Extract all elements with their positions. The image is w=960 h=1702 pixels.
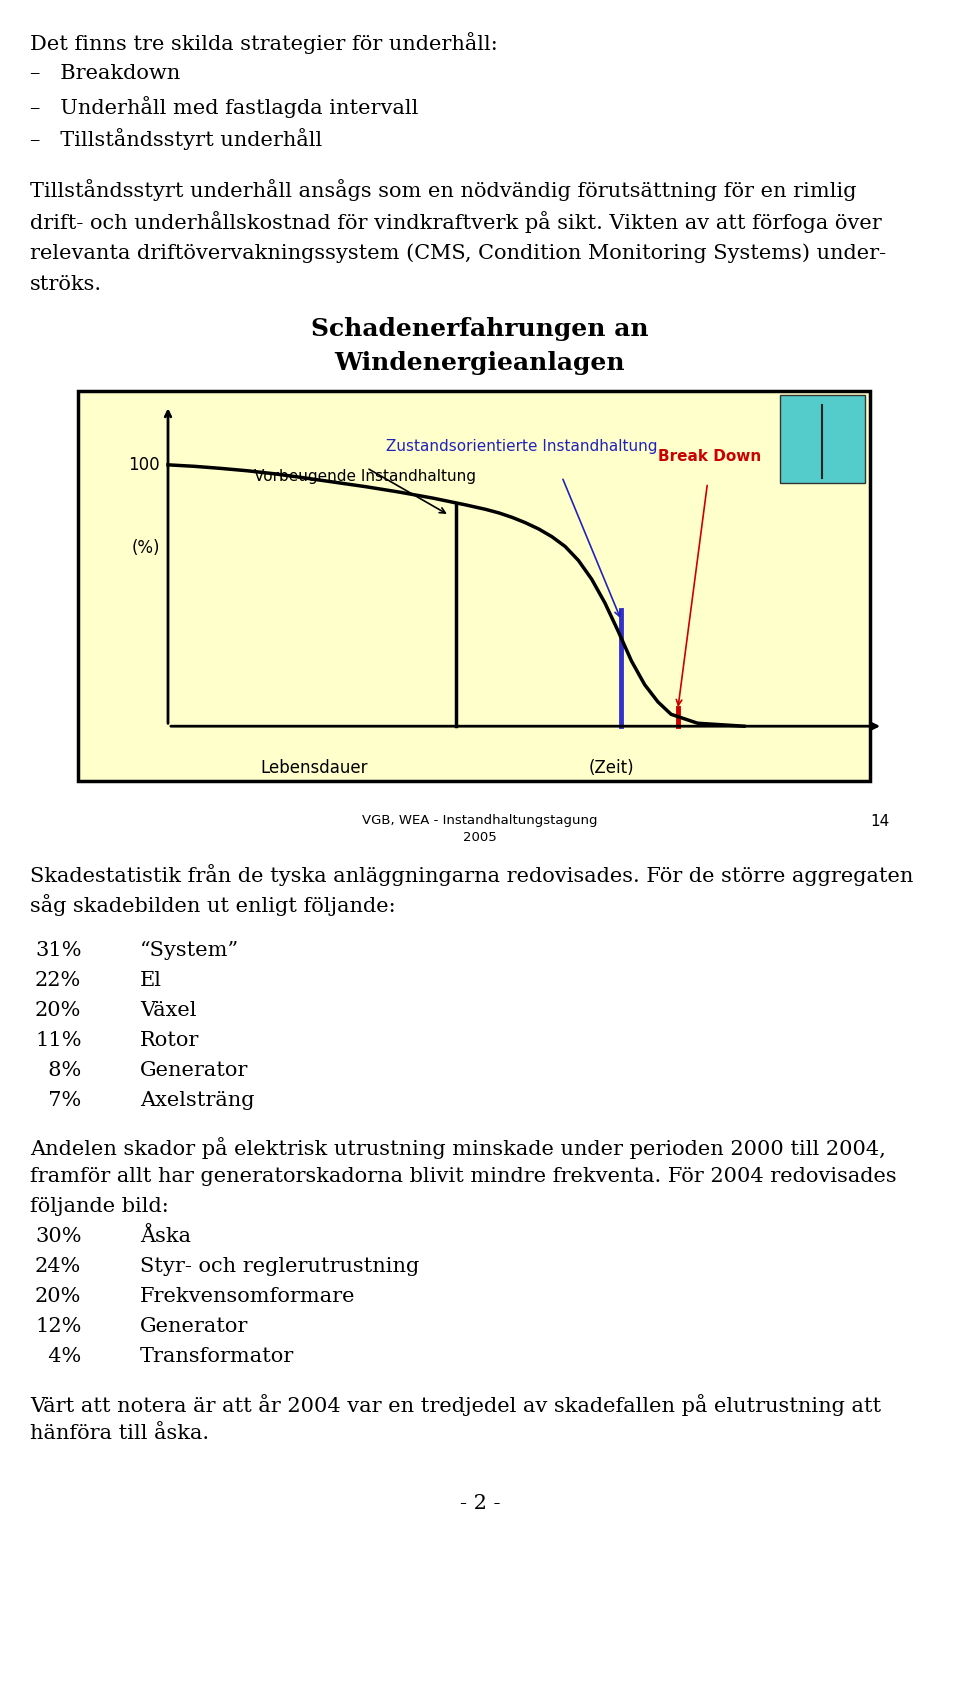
Text: Andelen skador på elektrisk utrustning minskade under perioden 2000 till 2004,: Andelen skador på elektrisk utrustning m…: [30, 1137, 886, 1159]
Text: 20%: 20%: [35, 1287, 82, 1305]
Text: 12%: 12%: [35, 1317, 82, 1336]
Text: (Zeit): (Zeit): [588, 759, 635, 776]
Text: 11%: 11%: [35, 1031, 82, 1050]
Text: 7%: 7%: [35, 1091, 82, 1110]
Text: Vorbeugende Instandhaltung: Vorbeugende Instandhaltung: [254, 470, 476, 483]
Text: VGB, WEA - Instandhaltungstagung: VGB, WEA - Instandhaltungstagung: [362, 814, 598, 827]
Text: El: El: [140, 970, 162, 989]
Text: hänföra till åska.: hänföra till åska.: [30, 1423, 209, 1443]
Text: Generator: Generator: [140, 1060, 249, 1079]
Text: Tillståndsstyrt underhåll ansågs som en nödvändig förutsättning för en rimlig: Tillståndsstyrt underhåll ansågs som en …: [30, 179, 856, 201]
Text: Växel: Växel: [140, 1001, 197, 1019]
Text: Värt att notera är att år 2004 var en tredjedel av skadefallen på elutrustning a: Värt att notera är att år 2004 var en tr…: [30, 1394, 881, 1416]
Text: Schadenerfahrungen an: Schadenerfahrungen an: [311, 317, 649, 340]
Text: 20%: 20%: [35, 1001, 82, 1019]
Text: Transformator: Transformator: [140, 1348, 295, 1367]
Text: 30%: 30%: [35, 1227, 82, 1246]
Text: drift- och underhållskostnad för vindkraftverk på sikt. Vikten av att förfoga öv: drift- och underhållskostnad för vindkra…: [30, 211, 881, 233]
Text: (%): (%): [132, 540, 160, 557]
Text: Skadestatistik från de tyska anläggningarna redovisades. För de större aggregate: Skadestatistik från de tyska anläggninga…: [30, 865, 913, 887]
Text: framför allt har generatorskadorna blivit mindre frekventa. För 2004 redovisades: framför allt har generatorskadorna blivi…: [30, 1168, 897, 1186]
Text: Rotor: Rotor: [140, 1031, 200, 1050]
Text: 8%: 8%: [35, 1060, 82, 1079]
Text: såg skadebilden ut enligt följande:: såg skadebilden ut enligt följande:: [30, 894, 396, 916]
Text: Axelsträng: Axelsträng: [140, 1091, 254, 1110]
Text: –   Underhåll med fastlagda intervall: – Underhåll med fastlagda intervall: [30, 95, 419, 117]
Text: följande bild:: följande bild:: [30, 1197, 169, 1217]
Text: Lebensdauer: Lebensdauer: [260, 759, 368, 776]
Text: Generator: Generator: [140, 1317, 249, 1336]
Bar: [78, 391, 870, 781]
Text: 14: 14: [871, 814, 890, 829]
Bar: [780, 395, 865, 483]
Text: 24%: 24%: [35, 1258, 82, 1276]
Text: –   Tillståndsstyrt underhåll: – Tillståndsstyrt underhåll: [30, 128, 323, 150]
Text: Åska: Åska: [140, 1227, 191, 1246]
Text: 31%: 31%: [35, 941, 82, 960]
Text: ströks.: ströks.: [30, 276, 102, 294]
Text: –   Breakdown: – Breakdown: [30, 65, 180, 83]
Text: 2005: 2005: [463, 831, 497, 844]
Text: 4%: 4%: [35, 1348, 82, 1367]
Text: 22%: 22%: [35, 970, 82, 989]
Text: 100: 100: [129, 456, 160, 473]
Text: Windenergieanlagen: Windenergieanlagen: [335, 351, 625, 374]
Text: relevanta driftövervakningssystem (CMS, Condition Monitoring Systems) under-: relevanta driftövervakningssystem (CMS, …: [30, 243, 886, 262]
Text: Break Down: Break Down: [658, 449, 761, 465]
Text: “System”: “System”: [140, 941, 239, 960]
Text: Frekvensomformare: Frekvensomformare: [140, 1287, 355, 1305]
Text: Det finns tre skilda strategier för underhåll:: Det finns tre skilda strategier för unde…: [30, 32, 497, 54]
Text: Styr- och reglerutrustning: Styr- och reglerutrustning: [140, 1258, 420, 1276]
Text: - 2 -: - 2 -: [460, 1494, 500, 1513]
Text: Zustandsorientierte Instandhaltung: Zustandsorientierte Instandhaltung: [387, 439, 658, 454]
